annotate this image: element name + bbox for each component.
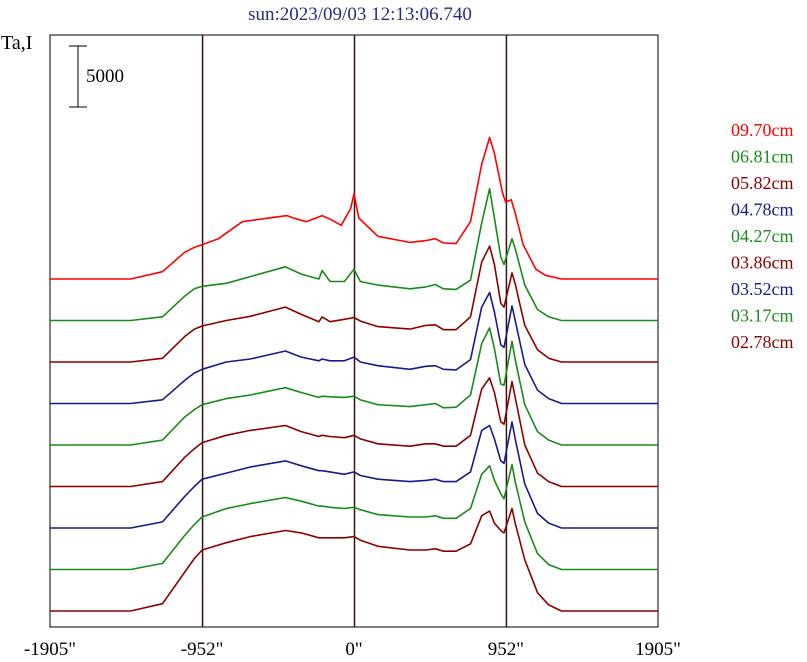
legend-entry: 02.78cm	[731, 332, 794, 352]
series-lines	[50, 136, 658, 612]
chart-title: sun:2023/09/03 12:13:06.740	[248, 4, 472, 25]
x-tick-label: 1905"	[635, 639, 681, 660]
legend-entry: 04.27cm	[731, 226, 794, 246]
series-line-05.82cm	[50, 245, 658, 363]
legend-entry: 03.17cm	[731, 306, 794, 326]
legend-entry: 04.78cm	[731, 200, 794, 220]
series-line-04.27cm	[50, 327, 658, 446]
series-line-02.78cm	[50, 507, 658, 612]
x-tick-label: -1905"	[24, 639, 76, 660]
legend-entry: 05.82cm	[731, 173, 794, 193]
x-tick-label: -952"	[181, 639, 224, 660]
legend-entry: 03.52cm	[731, 279, 794, 299]
series-line-09.70cm	[50, 136, 658, 280]
x-tick-label: 0"	[345, 639, 362, 660]
series-line-04.78cm	[50, 291, 658, 405]
x-tick-labels: -1905" -952" 0" 952" 1905"	[24, 639, 681, 660]
series-line-03.86cm	[50, 377, 658, 488]
series-line-03.17cm	[50, 463, 658, 571]
scale-bar-label: 5000	[86, 66, 124, 87]
intensity-scale-bar: 5000	[69, 45, 124, 108]
series-line-06.81cm	[50, 187, 658, 322]
legend-entry: 09.70cm	[731, 120, 794, 140]
legend: 09.70cm 06.81cm 05.82cm 04.78cm 04.27cm 03.86…	[731, 120, 794, 352]
y-axis-label: Ta,I	[1, 32, 32, 54]
series-line-03.52cm	[50, 421, 658, 529]
reference-lines	[201, 35, 508, 627]
x-tick-label: 952"	[488, 639, 524, 660]
legend-entry: 03.86cm	[731, 253, 794, 273]
legend-entry: 06.81cm	[731, 147, 794, 167]
